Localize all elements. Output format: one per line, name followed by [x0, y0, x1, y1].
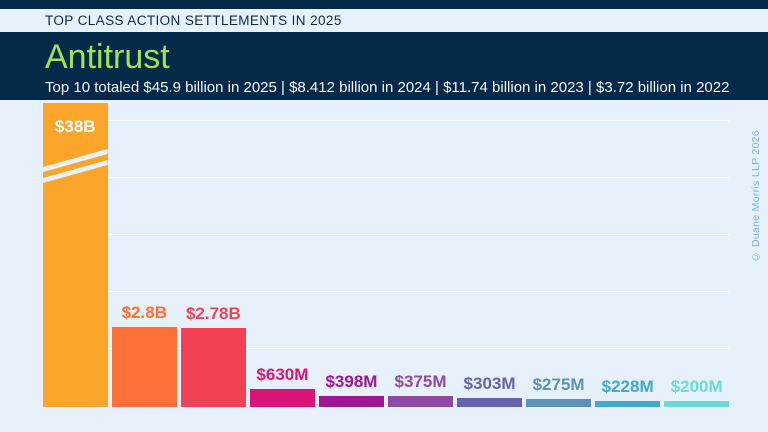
gridline — [43, 233, 729, 235]
gridline — [43, 290, 729, 292]
bar-slot-7: $303M — [457, 103, 522, 407]
bar-value-label: $200M — [670, 377, 723, 397]
bar-slot-4: $630M — [250, 103, 315, 407]
bar-slot-2: $2.8B — [112, 103, 177, 407]
gridline — [43, 176, 729, 178]
bar-value-label: $2.8B — [121, 303, 167, 323]
header-band: Antitrust Top 10 totaled $45.9 billion i… — [0, 32, 768, 100]
bar-chart: $38B $2.8B $2.78B $630M $398M $375M $303M $275M… — [43, 103, 729, 407]
bar-slot-3: $2.78B — [181, 103, 246, 407]
bar — [319, 395, 384, 407]
bar-slot-8: $275M — [526, 103, 591, 407]
bar: $38B — [43, 103, 108, 407]
bar-slot-9: $228M — [595, 103, 660, 407]
bar — [250, 389, 315, 407]
bar-value-label: $375M — [394, 372, 447, 392]
bar-value-label: $275M — [532, 375, 585, 395]
bar-slot-10: $200M — [664, 103, 729, 407]
bar-value-label: $38B — [54, 117, 96, 136]
bar — [457, 398, 522, 407]
bar-value-label: $398M — [325, 371, 378, 391]
bar — [664, 401, 729, 407]
bar — [388, 396, 453, 407]
gridline — [43, 347, 729, 349]
bars-container: $38B $2.8B $2.78B $630M $398M $375M $303M $275M… — [43, 103, 729, 407]
copyright-watermark: © Duane Morris LLP 2026 — [750, 130, 762, 263]
kicker-text: TOP CLASS ACTION SETTLEMENTS IN 2025 — [45, 13, 342, 28]
bar-value-label: $228M — [601, 376, 654, 396]
bar-value-label: $303M — [463, 374, 516, 394]
bar-value-label: $2.78B — [185, 303, 241, 323]
bar-slot-6: $375M — [388, 103, 453, 407]
bar-value-label: $630M — [256, 365, 309, 385]
kicker-band: TOP CLASS ACTION SETTLEMENTS IN 2025 — [0, 9, 768, 32]
page-subtitle: Top 10 totaled $45.9 billion in 2025 | $… — [45, 79, 730, 96]
bar — [526, 399, 591, 407]
axis-break-icon — [43, 149, 108, 183]
top-accent-strip — [0, 0, 768, 9]
page-title: Antitrust — [45, 38, 170, 76]
bar — [112, 327, 177, 407]
bar — [181, 327, 246, 407]
bar — [595, 400, 660, 407]
bar-slot-1: $38B — [43, 103, 108, 407]
bar-slot-5: $398M — [319, 103, 384, 407]
gridline — [43, 119, 729, 121]
